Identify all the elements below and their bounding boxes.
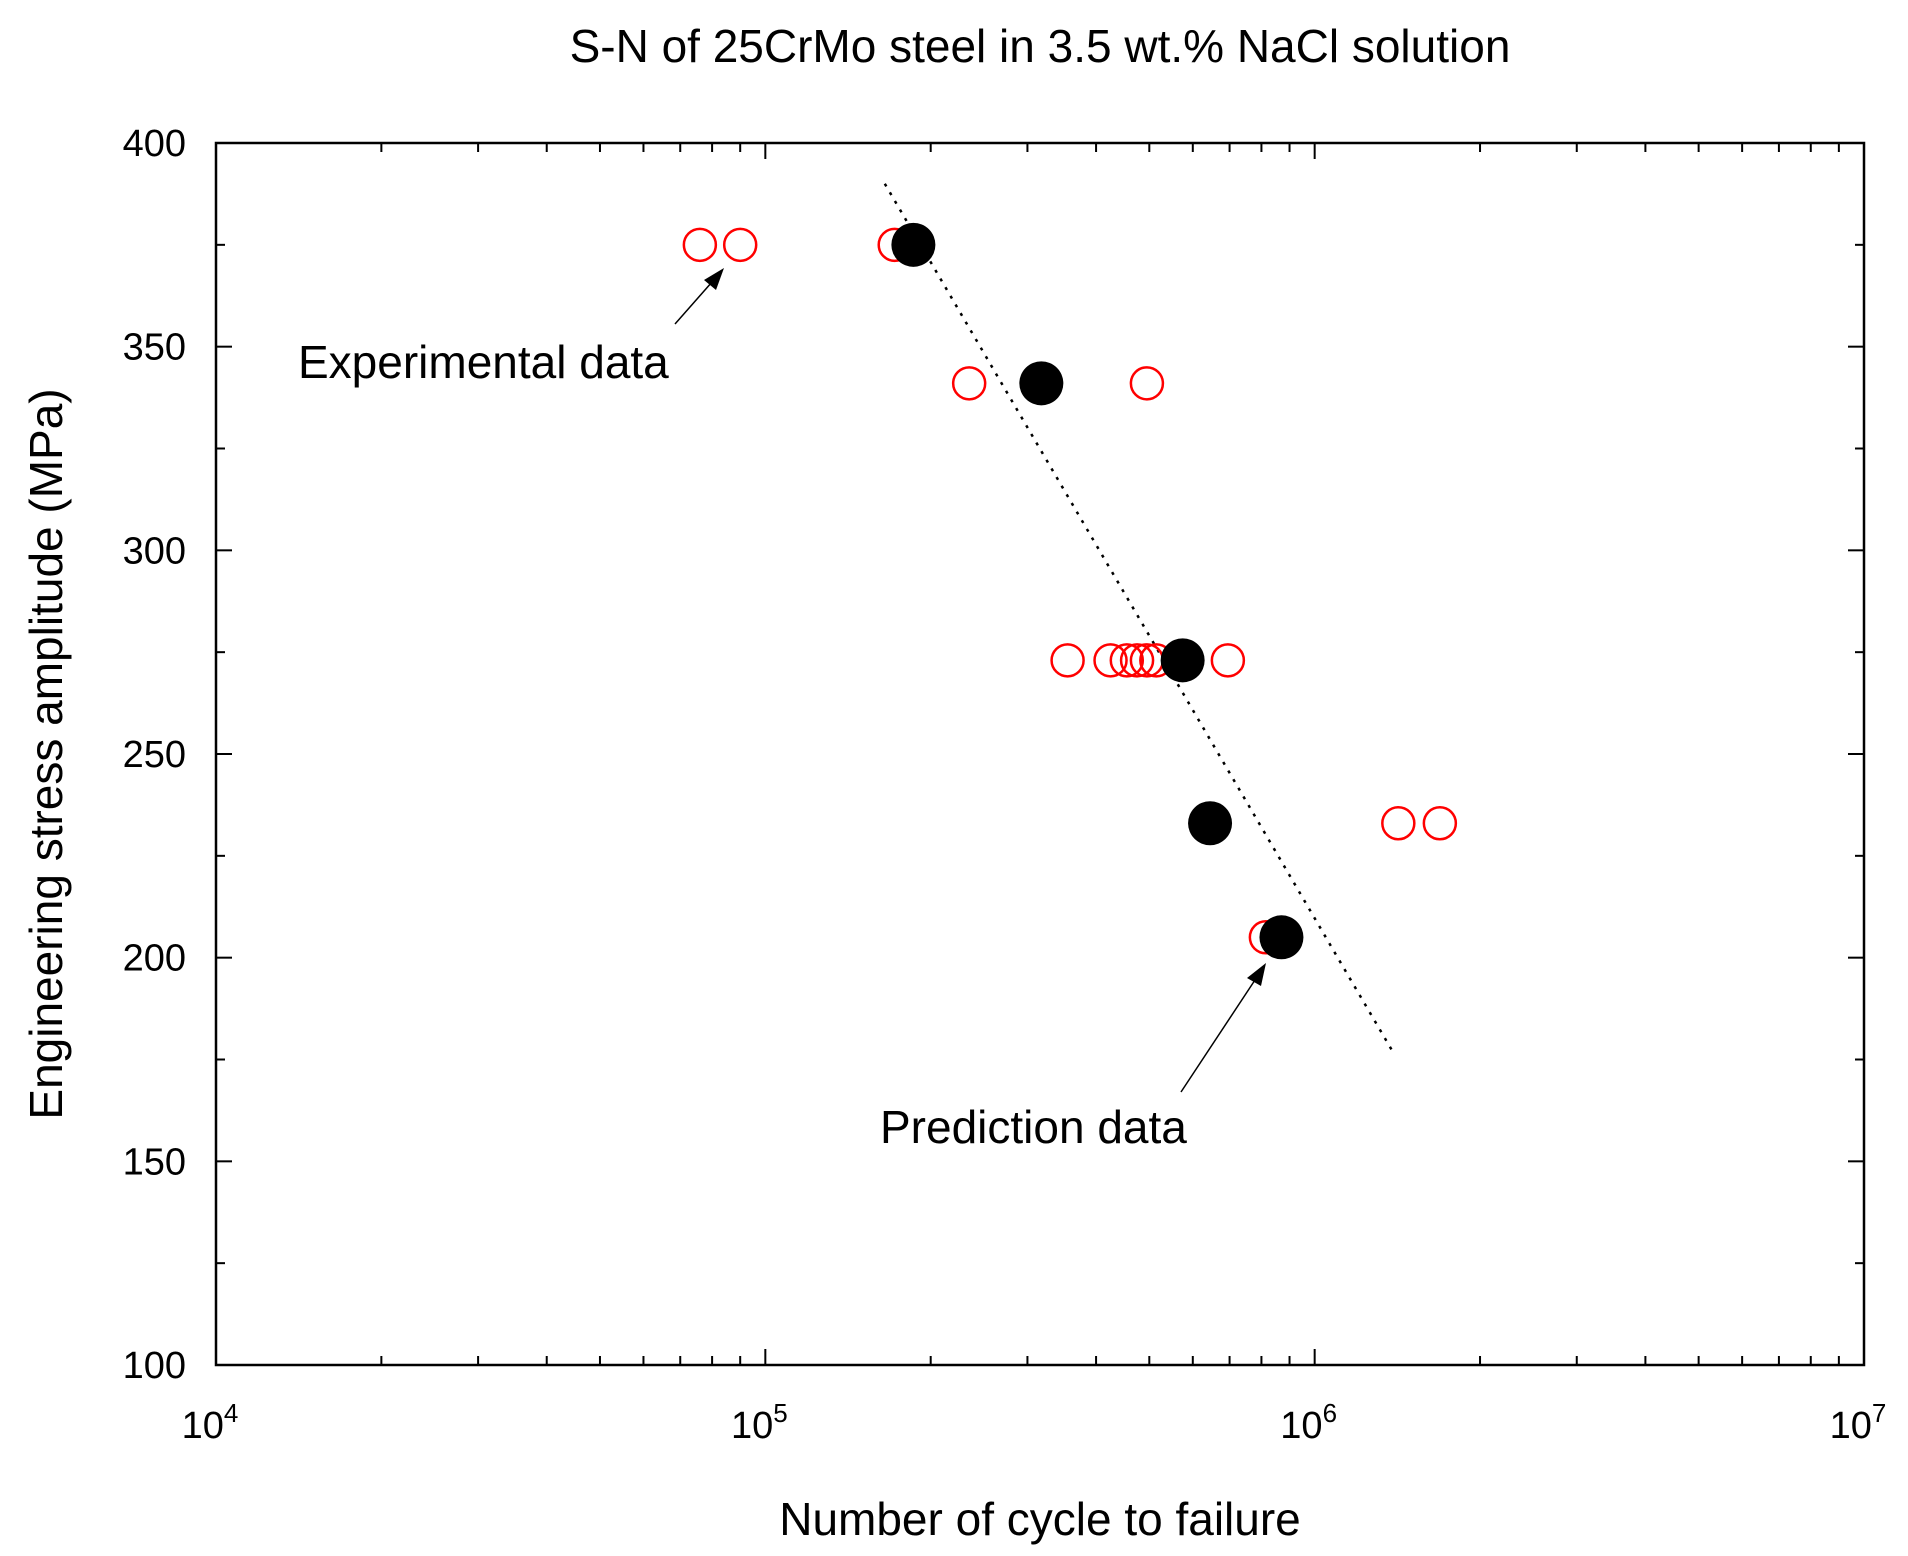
x-tick-exponent: 4 [224,1398,238,1428]
y-axis-label: Engineering stress amplitude (MPa) [20,388,72,1119]
experimental-point [1119,643,1155,678]
y-tick-labels: 100 150 200 250 300 350 400 [123,123,186,1387]
x-tick-label: 104 [182,1398,239,1447]
x-tick-label: 105 [731,1398,788,1447]
prediction-point [891,222,936,267]
x-tick-label: 106 [1280,1398,1337,1447]
chart-title: S-N of 25CrMo steel in 3.5 wt.% NaCl sol… [570,20,1511,72]
plot-frame [214,141,1866,1367]
prediction-arrow-head [1247,963,1266,986]
prediction-data-label: Prediction data [880,1101,1187,1153]
fit-line [883,183,1397,1057]
experimental-series [682,227,1458,955]
prediction-point [1019,361,1064,406]
experimental-point [1129,366,1165,401]
axis-ticks [216,143,1864,1365]
x-tick-exponent: 5 [773,1398,787,1428]
experimental-point [682,227,718,263]
experimental-point [722,227,758,263]
y-tick-label: 250 [123,734,186,776]
experimental-point [1109,643,1145,678]
experimental-point [1210,643,1246,678]
x-tick-exponent: 6 [1323,1398,1337,1428]
experimental-arrow-line [674,281,713,325]
y-tick-label: 100 [123,1345,186,1387]
fit-line-layer [883,183,1397,1057]
experimental-point [951,366,987,401]
prediction-point [1188,801,1233,846]
y-tick-label: 200 [123,938,186,980]
y-tick-label: 350 [123,327,186,369]
y-tick-label: 400 [123,123,186,165]
prediction-arrow-line [1180,979,1256,1093]
prediction-point [1160,638,1205,683]
x-tick-label: 107 [1830,1398,1887,1447]
experimental-point [1093,643,1128,678]
annotations: Experimental data Prediction data [298,268,1266,1153]
experimental-point [1050,643,1085,678]
prediction-series [891,222,1304,960]
x-tick-exponent: 7 [1872,1398,1886,1428]
experimental-point [1422,805,1458,841]
y-tick-label: 300 [123,530,186,572]
y-tick-label: 150 [123,1141,186,1183]
x-axis-label: Number of cycle to failure [779,1493,1301,1545]
x-tick-labels: 104 105 106 107 [182,1398,1887,1447]
experimental-data-label: Experimental data [298,336,669,388]
experimental-arrow-head [704,268,724,290]
experimental-point [1381,805,1416,841]
prediction-point [1259,915,1304,960]
